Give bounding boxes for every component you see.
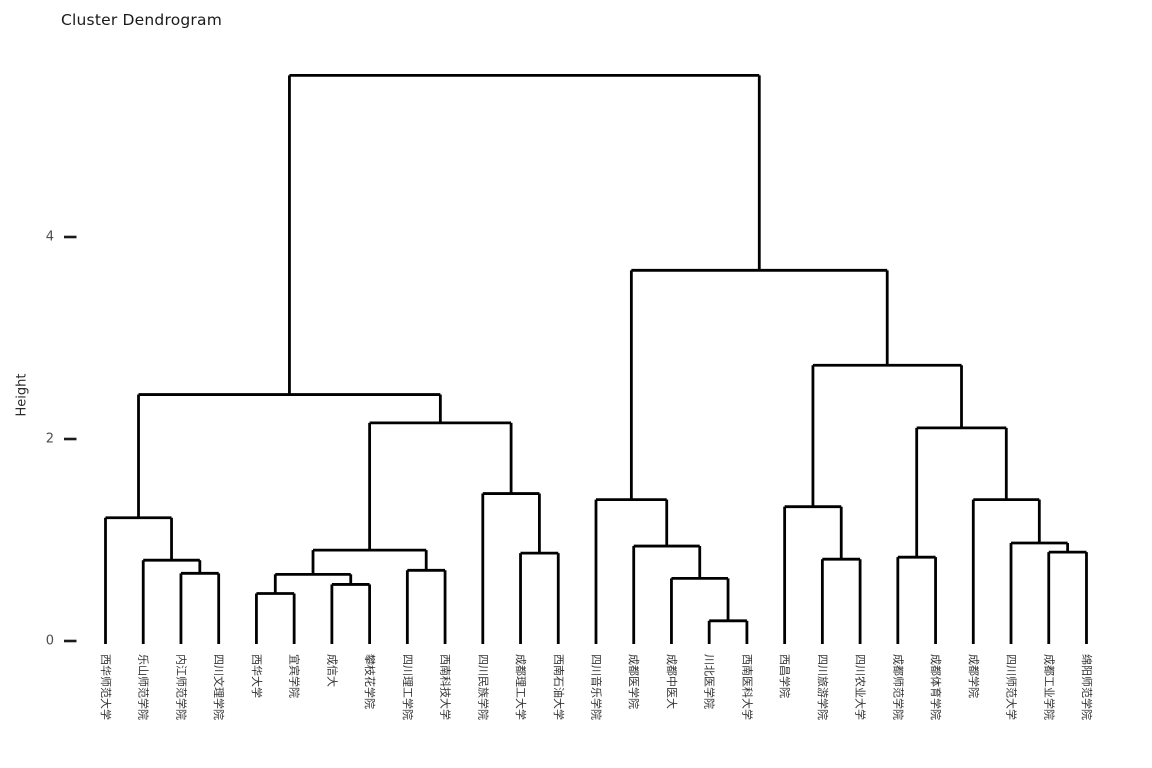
leaf-label: 四川师范大学 [1005, 654, 1019, 720]
leaf-label: 成都师范学院 [891, 654, 905, 720]
y-axis-tick-label: 4 [46, 230, 54, 245]
leaf-label: 成都理工大学 [514, 654, 528, 720]
leaf-label: 成都工业学院 [1042, 654, 1056, 720]
leaf-label: 内江师范学院 [174, 654, 188, 720]
leaf-label: 成都中医大 [665, 654, 679, 709]
leaf-label: 绵阳师范学院 [1080, 654, 1094, 720]
leaf-label: 成都学院 [967, 654, 981, 698]
leaf-label: 成都医学院 [627, 654, 641, 709]
leaf-label: 成信大 [325, 654, 339, 687]
leaf-label: 四川农业大学 [854, 654, 868, 720]
leaf-label: 四川旅游学院 [816, 654, 830, 720]
leaf-label: 四川文理学院 [212, 654, 226, 720]
chart-title: Cluster Dendrogram [61, 11, 222, 29]
leaf-label: 西华师范大学 [99, 654, 113, 720]
leaf-label: 川北医学院 [703, 654, 717, 709]
leaf-label: 四川音乐学院 [589, 654, 603, 720]
leaf-label: 西南石油大学 [552, 654, 566, 720]
y-axis-tick-label: 2 [46, 432, 54, 447]
leaf-label: 西南科技大学 [439, 654, 453, 720]
y-axis-tick-label: 0 [46, 634, 54, 649]
leaf-label: 成都体育学院 [929, 654, 943, 720]
leaf-label: 攀枝花学院 [363, 654, 377, 709]
y-axis-label: Height [15, 374, 30, 417]
leaf-label: 西华大学 [250, 654, 264, 698]
leaf-label: 西昌学院 [778, 654, 792, 698]
leaf-label: 四川理工学院 [401, 654, 415, 720]
leaf-label: 四川民族学院 [476, 654, 490, 720]
leaf-label: 西南医科大学 [740, 654, 754, 720]
leaf-label: 宜宾学院 [288, 654, 302, 698]
leaf-label: 乐山师范学院 [137, 654, 151, 720]
